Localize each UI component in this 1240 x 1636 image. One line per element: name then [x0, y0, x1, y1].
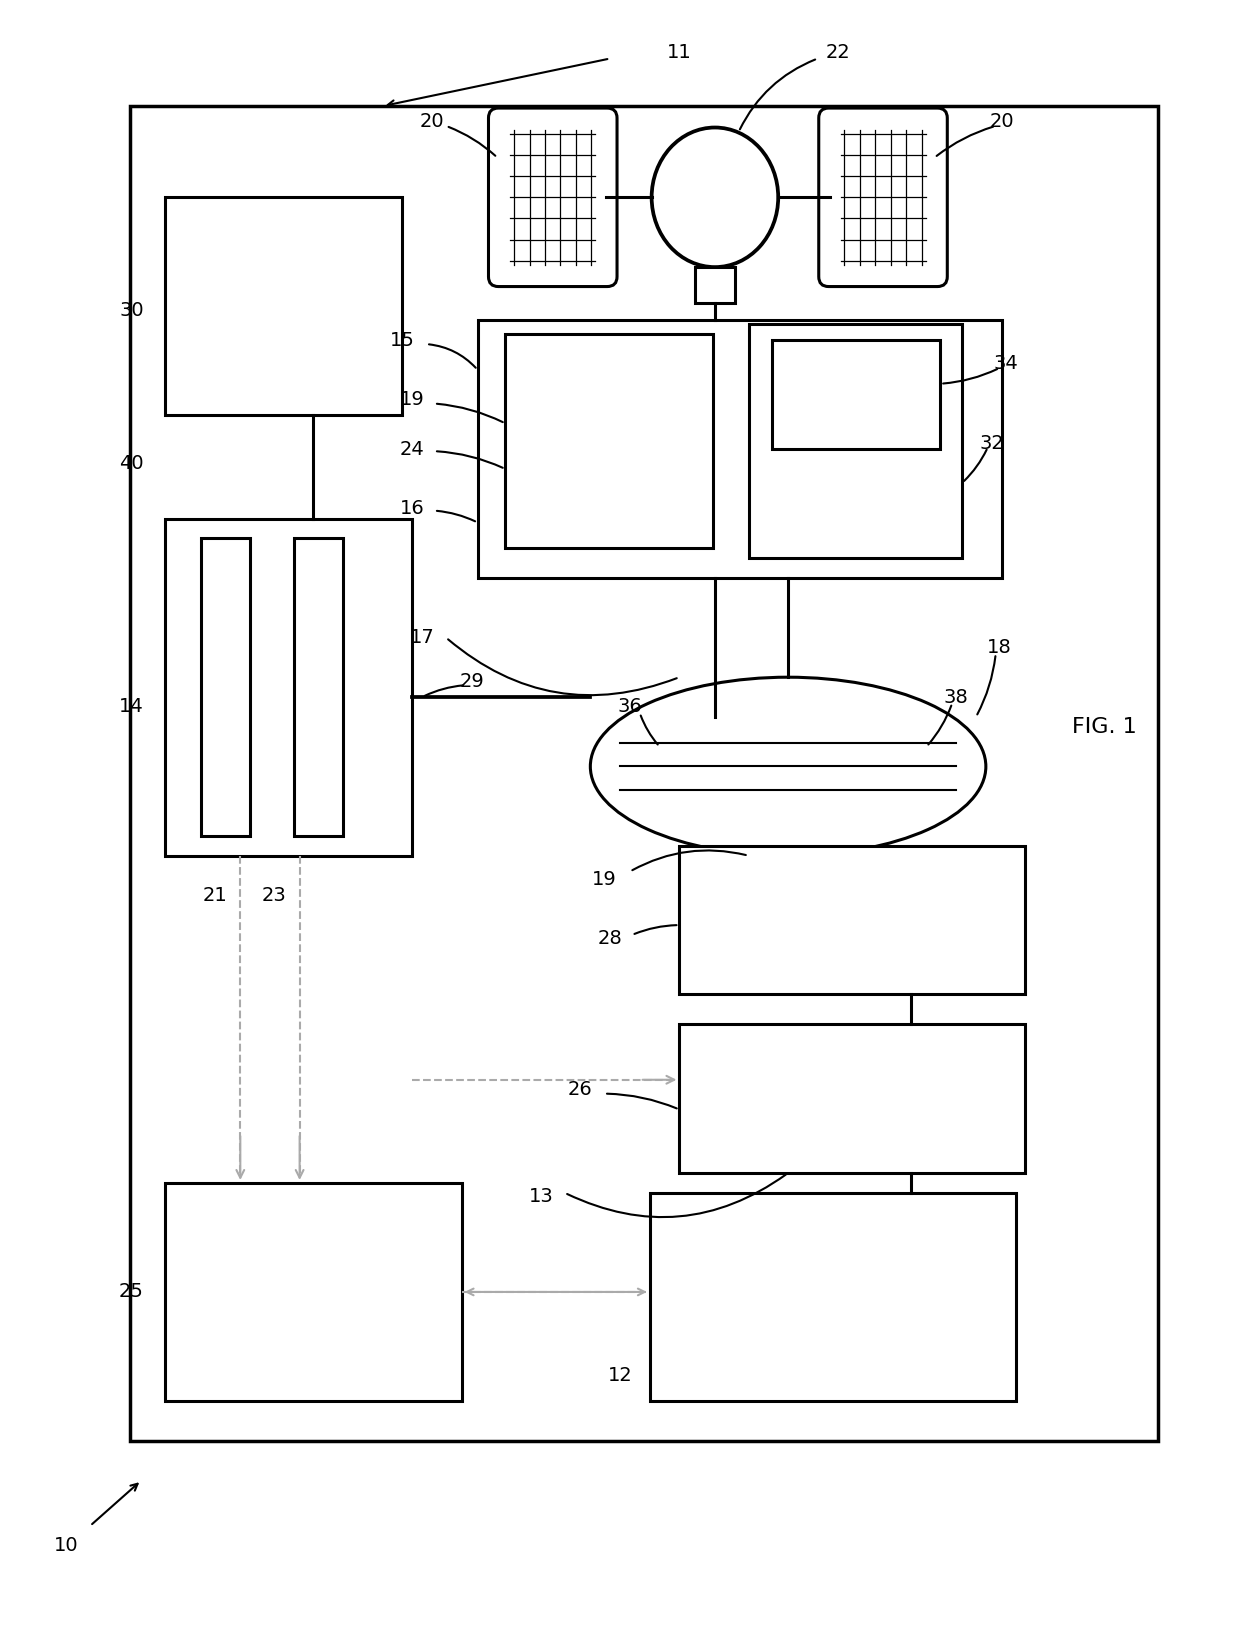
- Text: 14: 14: [119, 697, 144, 717]
- Bar: [294, 538, 343, 836]
- Text: 18: 18: [987, 638, 1012, 658]
- Text: 10: 10: [55, 1536, 78, 1556]
- Text: 28: 28: [598, 929, 622, 949]
- Bar: [680, 846, 1025, 995]
- Text: 24: 24: [401, 440, 425, 458]
- Bar: [680, 1024, 1025, 1173]
- Bar: [477, 321, 1002, 578]
- Text: 11: 11: [667, 43, 692, 62]
- Text: 26: 26: [568, 1080, 593, 1099]
- Ellipse shape: [652, 128, 779, 267]
- Text: 12: 12: [608, 1366, 632, 1384]
- Text: 13: 13: [528, 1188, 553, 1206]
- Text: 22: 22: [825, 43, 849, 62]
- Text: 19: 19: [401, 389, 425, 409]
- Bar: [165, 1183, 461, 1400]
- Text: 34: 34: [993, 355, 1018, 373]
- Text: 15: 15: [391, 330, 415, 350]
- Bar: [201, 538, 250, 836]
- FancyBboxPatch shape: [818, 108, 947, 286]
- Ellipse shape: [590, 677, 986, 856]
- Text: 16: 16: [401, 499, 425, 519]
- Bar: [773, 340, 940, 450]
- Text: 32: 32: [980, 434, 1004, 453]
- Text: 21: 21: [202, 885, 227, 905]
- Bar: [165, 198, 403, 416]
- Text: 17: 17: [410, 628, 434, 648]
- Text: 23: 23: [262, 885, 286, 905]
- Text: FIG. 1: FIG. 1: [1073, 717, 1137, 736]
- Text: 20: 20: [990, 113, 1014, 131]
- Bar: [696, 267, 735, 303]
- FancyBboxPatch shape: [489, 108, 618, 286]
- Bar: [749, 324, 962, 558]
- Text: 25: 25: [119, 1283, 144, 1302]
- Text: 19: 19: [591, 870, 616, 888]
- Text: 38: 38: [944, 687, 968, 707]
- Bar: [505, 334, 713, 548]
- Bar: [165, 519, 413, 856]
- Text: 40: 40: [119, 453, 144, 473]
- Bar: [650, 1193, 1016, 1400]
- Text: 20: 20: [420, 113, 444, 131]
- Bar: [129, 106, 1158, 1441]
- Text: 36: 36: [618, 697, 642, 717]
- Text: 29: 29: [459, 672, 484, 690]
- Text: 30: 30: [119, 301, 144, 321]
